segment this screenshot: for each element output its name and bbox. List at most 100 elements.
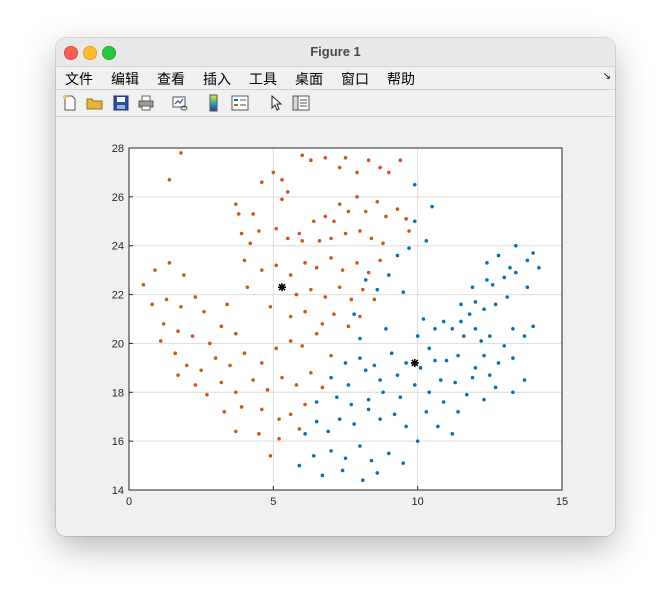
data-point bbox=[462, 334, 466, 338]
data-point bbox=[332, 312, 336, 316]
data-point bbox=[352, 312, 356, 316]
data-point bbox=[366, 158, 371, 163]
data-point bbox=[297, 463, 302, 468]
data-point bbox=[381, 241, 385, 246]
data-point bbox=[297, 231, 302, 236]
data-point bbox=[395, 253, 400, 258]
data-point bbox=[311, 454, 316, 458]
data-point bbox=[363, 278, 368, 282]
maximize-window-button[interactable] bbox=[102, 46, 116, 60]
data-point bbox=[340, 468, 345, 473]
data-point bbox=[378, 165, 382, 170]
menu-window[interactable]: 窗口 bbox=[341, 71, 369, 87]
data-point bbox=[473, 326, 478, 331]
data-point bbox=[361, 478, 365, 483]
insert-colorbar-icon[interactable] bbox=[205, 94, 223, 112]
data-point bbox=[433, 326, 437, 331]
data-point bbox=[508, 265, 512, 270]
data-point bbox=[288, 314, 293, 319]
data-point bbox=[335, 395, 339, 399]
data-point bbox=[525, 258, 530, 263]
data-point bbox=[522, 334, 527, 338]
data-point bbox=[412, 219, 417, 224]
data-point bbox=[309, 287, 313, 292]
data-point bbox=[161, 322, 166, 326]
data-point bbox=[337, 417, 342, 421]
data-point bbox=[358, 444, 362, 448]
pointer-icon[interactable] bbox=[267, 94, 285, 112]
data-point bbox=[346, 209, 351, 214]
data-point bbox=[355, 195, 359, 199]
data-point bbox=[378, 258, 382, 263]
data-point bbox=[300, 153, 304, 158]
data-point bbox=[505, 295, 509, 299]
data-point bbox=[424, 410, 429, 414]
data-point bbox=[496, 361, 501, 365]
data-point bbox=[297, 427, 302, 431]
data-point bbox=[251, 378, 255, 382]
data-point bbox=[259, 268, 264, 272]
y-tick-label: 18 bbox=[112, 387, 124, 399]
open-file-icon[interactable] bbox=[86, 94, 104, 112]
data-point bbox=[280, 375, 284, 380]
data-point bbox=[259, 180, 264, 184]
print-icon[interactable] bbox=[137, 94, 155, 112]
property-editor-icon[interactable] bbox=[292, 94, 310, 112]
data-point bbox=[511, 326, 515, 331]
data-point bbox=[234, 390, 238, 395]
menu-file[interactable]: 文件 bbox=[65, 71, 93, 87]
data-point bbox=[314, 265, 319, 270]
data-point bbox=[482, 353, 486, 358]
data-point bbox=[401, 290, 406, 294]
data-point bbox=[346, 324, 351, 329]
menu-tools[interactable]: 工具 bbox=[249, 71, 277, 87]
data-point bbox=[222, 410, 227, 414]
menu-view[interactable]: 查看 bbox=[157, 71, 185, 87]
data-point bbox=[309, 370, 313, 375]
data-point bbox=[352, 422, 356, 426]
data-point bbox=[387, 170, 391, 175]
data-point bbox=[366, 270, 371, 275]
data-point bbox=[473, 300, 478, 304]
data-point bbox=[251, 212, 255, 216]
close-window-button[interactable] bbox=[64, 46, 78, 60]
data-point bbox=[274, 263, 279, 268]
menu-desktop[interactable]: 桌面 bbox=[295, 71, 323, 87]
y-tick-label: 26 bbox=[112, 192, 124, 204]
data-point bbox=[205, 392, 209, 397]
new-figure-icon[interactable] bbox=[61, 94, 79, 112]
data-point bbox=[387, 273, 391, 277]
data-point bbox=[337, 165, 342, 170]
data-point bbox=[288, 412, 293, 417]
data-point bbox=[502, 275, 507, 280]
link-plot-icon[interactable] bbox=[171, 94, 189, 112]
data-point bbox=[176, 329, 180, 334]
menu-insert[interactable]: 插入 bbox=[203, 71, 231, 87]
data-point bbox=[288, 339, 293, 343]
data-point bbox=[407, 246, 411, 250]
data-point bbox=[450, 326, 455, 331]
scatter-plot[interactable]: 0 5 10 15 14 16 18 20 22 24 26 28 bbox=[56, 117, 615, 536]
menu-edit[interactable]: 编辑 bbox=[111, 71, 139, 87]
data-point bbox=[329, 236, 333, 241]
title-bar: Figure 1 bbox=[56, 38, 615, 67]
data-point bbox=[378, 417, 382, 421]
data-point bbox=[404, 424, 408, 429]
minimize-window-button[interactable] bbox=[83, 46, 97, 60]
insert-legend-icon[interactable] bbox=[231, 94, 249, 112]
data-point bbox=[311, 219, 316, 224]
data-point bbox=[398, 158, 403, 163]
dock-arrow-icon[interactable]: ↘ bbox=[602, 71, 611, 82]
data-point bbox=[493, 385, 498, 390]
data-point bbox=[358, 356, 362, 360]
data-point bbox=[381, 390, 385, 395]
save-icon[interactable] bbox=[112, 94, 130, 112]
data-point bbox=[294, 292, 299, 297]
menu-help[interactable]: 帮助 bbox=[387, 71, 415, 87]
centroid-marker bbox=[277, 283, 286, 292]
data-point bbox=[303, 402, 307, 407]
data-point bbox=[167, 177, 172, 182]
data-point bbox=[502, 344, 507, 348]
data-point bbox=[436, 424, 440, 429]
data-point bbox=[395, 207, 400, 211]
